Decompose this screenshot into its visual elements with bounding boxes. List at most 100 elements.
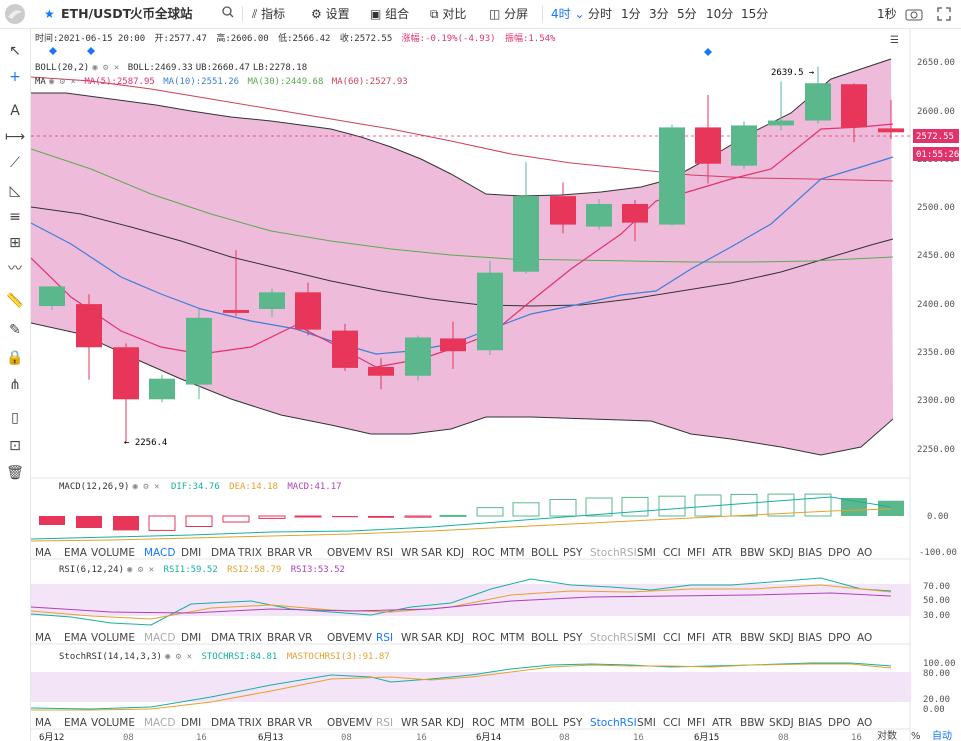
indicator-tab-atr[interactable]: ATR: [712, 717, 732, 729]
indicator-tab-rsi[interactable]: RSI: [376, 717, 393, 729]
indicator-tab-skdj[interactable]: SKDJ: [769, 632, 794, 644]
split-screen-button[interactable]: ◫ 分屏: [489, 7, 529, 21]
event-marker-3[interactable]: [704, 48, 712, 56]
indicator-tab-macd[interactable]: MACD: [144, 632, 175, 644]
candle[interactable]: [259, 292, 285, 309]
eye-settings-icon[interactable]: ⊡: [9, 438, 21, 454]
indicator-tab-volume[interactable]: VOLUME: [91, 547, 135, 559]
indicator-tab-volume[interactable]: VOLUME: [91, 717, 135, 729]
indicator-tab-mfi[interactable]: MFI: [687, 547, 705, 559]
candle[interactable]: [332, 330, 358, 368]
rsi-legend[interactable]: RSI(6,12,24) ◉ ⚙ ✕ RSI1:59.52 RSI2:58.79 …: [59, 565, 345, 575]
percent-scale-toggle[interactable]: %: [911, 731, 921, 741]
candle[interactable]: [586, 203, 612, 227]
search-icon[interactable]: [222, 0, 234, 28]
lock-icon[interactable]: 🔒: [6, 350, 24, 366]
candle[interactable]: [186, 317, 212, 385]
time-axis[interactable]: 6月12 08 16 6月13 08 16 6月14 08 16 6月15 08 16: [39, 732, 862, 741]
candle[interactable]: [841, 84, 867, 128]
indicator-tab-ao[interactable]: AO: [857, 717, 872, 729]
interval-dropdown[interactable]: 4时 ⌄: [551, 7, 585, 21]
indicator-tab-ema[interactable]: EMA: [64, 547, 88, 559]
indicator-tab-mtm[interactable]: MTM: [500, 547, 525, 559]
candle[interactable]: [731, 125, 757, 166]
candle[interactable]: [878, 128, 904, 133]
indicator-tab-brar[interactable]: BRAR: [267, 632, 296, 644]
candle[interactable]: [768, 120, 794, 126]
layout-toggle-icon[interactable]: ☰: [890, 35, 899, 46]
indicator-tab-dma[interactable]: DMA: [211, 717, 236, 729]
indicator-tab-rsi[interactable]: RSI: [376, 547, 393, 559]
fib-lines-icon[interactable]: ≡: [9, 209, 21, 225]
indicator-tab-sar[interactable]: SAR: [421, 717, 442, 729]
indicator-tab-kdj[interactable]: KDJ: [446, 632, 464, 644]
indicator-tab-boll[interactable]: BOLL: [531, 632, 558, 644]
log-scale-toggle[interactable]: 对数: [877, 729, 897, 741]
indicator-tab-smi[interactable]: SMI: [637, 632, 656, 644]
indicator-tab-bias[interactable]: BIAS: [798, 717, 822, 729]
candle[interactable]: [76, 304, 102, 348]
indicator-tab-bias[interactable]: BIAS: [798, 547, 822, 559]
indicator-tab-macd[interactable]: MACD: [144, 547, 175, 559]
triangle-tool-icon[interactable]: ◺: [9, 183, 21, 199]
settings-button[interactable]: ⚙ 设置: [311, 7, 350, 21]
indicator-tab-volume[interactable]: VOLUME: [91, 632, 135, 644]
trend-line-icon[interactable]: ⟋: [10, 155, 20, 171]
indicator-tab-dma[interactable]: DMA: [211, 547, 236, 559]
indicator-tab-cci[interactable]: CCI: [663, 717, 681, 729]
interval-tick[interactable]: 分时: [588, 7, 613, 21]
indicator-tab-smi[interactable]: SMI: [637, 547, 656, 559]
indicator-tab-roc[interactable]: ROC: [472, 632, 495, 644]
interval-3m[interactable]: 3分: [649, 7, 669, 21]
candle[interactable]: [440, 338, 466, 352]
cursor-icon[interactable]: ↖: [9, 43, 21, 59]
indicator-tab-roc[interactable]: ROC: [472, 547, 495, 559]
indicator-tab-obv[interactable]: OBV: [327, 717, 350, 729]
indicator-tab-mfi[interactable]: MFI: [687, 632, 705, 644]
crosshair-icon[interactable]: +: [9, 69, 21, 85]
indicator-tab-emv[interactable]: EMV: [349, 547, 373, 559]
candle[interactable]: [113, 347, 139, 400]
indicator-tab-kdj[interactable]: KDJ: [446, 547, 464, 559]
wave-tool-icon[interactable]: 〰: [8, 261, 22, 277]
indicator-tab-ma[interactable]: MA: [35, 717, 52, 729]
indicator-tab-rsi[interactable]: RSI: [376, 632, 393, 644]
candle[interactable]: [223, 309, 249, 313]
stochrsi-legend[interactable]: StochRSI(14,14,3,3) ◉ ⚙ ✕ STOCHRSI:84.81 …: [59, 652, 390, 662]
indicator-tab-dmi[interactable]: DMI: [181, 632, 201, 644]
indicator-tab-ao[interactable]: AO: [857, 632, 872, 644]
indicator-tab-bbw[interactable]: BBW: [740, 632, 765, 644]
macd-legend[interactable]: MACD(12,26,9) ◉ ⚙ ✕ DIF:34.76 DEA:14.18 M…: [59, 482, 342, 492]
indicator-tab-smi[interactable]: SMI: [637, 717, 656, 729]
text-tool-icon[interactable]: A: [10, 103, 20, 119]
indicator-tab-boll[interactable]: BOLL: [531, 547, 558, 559]
indicator-tab-vr[interactable]: VR: [298, 547, 312, 559]
indicator-tab-mtm[interactable]: MTM: [500, 632, 525, 644]
indicator-tab-vr[interactable]: VR: [298, 632, 312, 644]
indicator-tab-mtm[interactable]: MTM: [500, 717, 525, 729]
indicator-button[interactable]: ⫽ 指标: [252, 7, 286, 21]
interval-15m[interactable]: 15分: [741, 7, 769, 21]
indicator-tab-roc[interactable]: ROC: [472, 717, 495, 729]
indicator-tab-dmi[interactable]: DMI: [181, 547, 201, 559]
indicator-tab-obv[interactable]: OBV: [327, 632, 350, 644]
grid-tool-icon[interactable]: ⊞: [9, 235, 21, 251]
boll-legend[interactable]: BOLL(20,2) ◉ ⚙ ✕ BOLL:2469.33 UB:2660.47 LB…: [35, 63, 307, 73]
candle[interactable]: [39, 286, 65, 307]
indicator-tab-stochrsi[interactable]: StochRSI: [590, 632, 637, 644]
favorite-star-icon[interactable]: ★: [44, 7, 55, 21]
indicator-tab-macd[interactable]: MACD: [144, 717, 175, 729]
indicator-tab-dmi[interactable]: DMI: [181, 717, 201, 729]
ruler-icon[interactable]: 📏: [6, 293, 24, 309]
indicator-tab-dma[interactable]: DMA: [211, 632, 236, 644]
magnet-icon[interactable]: ⋔: [9, 377, 21, 393]
chart-area[interactable]: 2639.5 → ← 2256.4 时间:2021-06-15 20:00 开:…: [31, 29, 961, 741]
fullscreen-icon[interactable]: [937, 0, 951, 28]
indicator-tab-stochrsi[interactable]: StochRSI: [590, 717, 637, 729]
candle[interactable]: [295, 292, 321, 330]
combine-button[interactable]: ▣ 组合: [370, 7, 410, 21]
candle[interactable]: [695, 127, 721, 164]
indicator-tab-skdj[interactable]: SKDJ: [769, 717, 794, 729]
indicator-tab-dpo[interactable]: DPO: [828, 717, 851, 729]
candle[interactable]: [149, 378, 175, 400]
